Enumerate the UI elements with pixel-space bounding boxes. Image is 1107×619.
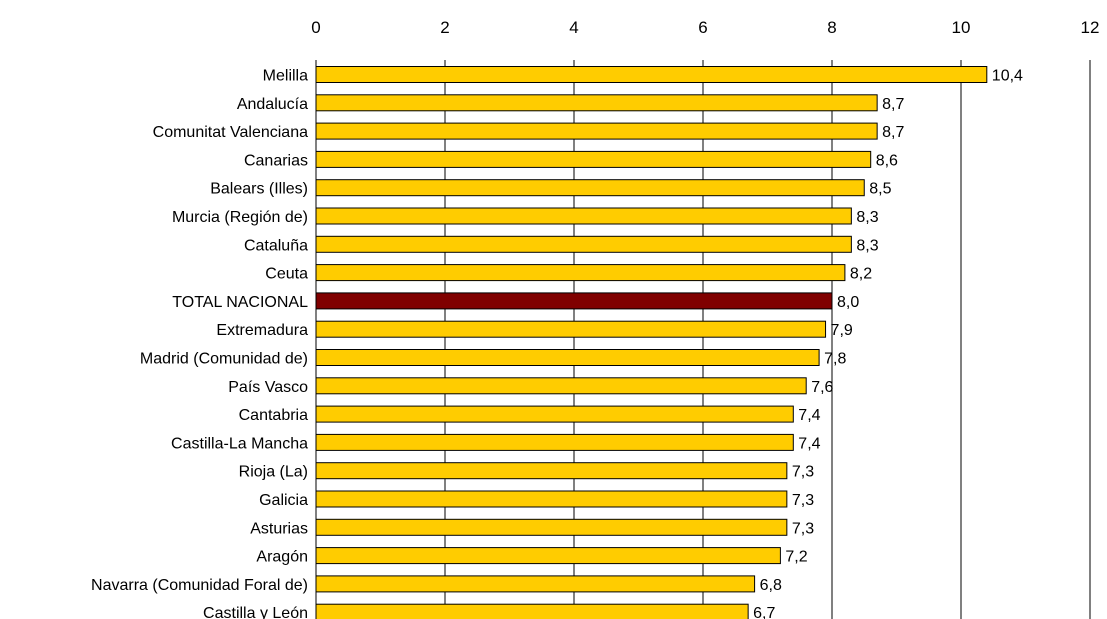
x-tick-label-6: 6 [698, 18, 707, 37]
category-label-6: Cataluña [244, 237, 308, 254]
value-label-8: 8,0 [837, 294, 859, 311]
x-tick-label-0: 0 [311, 18, 320, 37]
category-label-17: Aragón [256, 549, 308, 566]
bar-10 [315, 349, 820, 366]
category-label-12: Cantabria [239, 407, 308, 424]
category-label-7: Ceuta [265, 266, 308, 283]
value-label-4: 8,5 [869, 181, 891, 198]
x-tick-label-8: 8 [827, 18, 836, 37]
value-label-14: 7,3 [792, 464, 814, 481]
category-label-18: Navarra (Comunidad Foral de) [91, 577, 308, 594]
value-label-17: 7,2 [785, 549, 807, 566]
bar-11 [315, 377, 807, 395]
category-label-4: Balears (Illes) [210, 181, 308, 198]
category-labels: Melilla Andalucía Comunitat Valenciana Cana… [91, 68, 308, 619]
x-tick-label-10: 10 [952, 18, 971, 37]
value-label-13: 7,4 [798, 435, 820, 452]
category-label-15: Galicia [259, 492, 308, 509]
value-label-15: 7,3 [792, 492, 814, 509]
category-label-8: TOTAL NACIONAL [172, 294, 308, 311]
value-label-3: 8,6 [876, 152, 898, 169]
bar-7 [315, 264, 846, 282]
bar-16 [315, 518, 788, 536]
value-labels: 10,4 8,7 8,7 8,6 8,5 8,3 8,3 8,2 8,0 7,9 7,8 7,6 7,4… [753, 68, 1023, 619]
category-label-16: Asturias [250, 520, 308, 537]
bar-0 [315, 66, 988, 83]
category-label-0: Melilla [263, 68, 308, 85]
category-label-1: Andalucía [237, 96, 308, 113]
value-label-7: 8,2 [850, 266, 872, 283]
bar-1 [315, 94, 878, 112]
value-label-16: 7,3 [792, 520, 814, 537]
value-label-5: 8,3 [856, 209, 878, 226]
bar-12 [315, 405, 794, 423]
category-label-19: Castilla y León [203, 605, 308, 619]
value-label-2: 8,7 [882, 124, 904, 141]
value-label-18: 6,8 [760, 577, 782, 594]
x-tick-label-12: 12 [1081, 18, 1100, 37]
x-tick-label-4: 4 [569, 18, 578, 37]
bar-6 [315, 235, 852, 253]
bar-9 [315, 320, 827, 338]
bar-19 [315, 603, 749, 619]
value-label-11: 7,6 [811, 379, 833, 396]
x-axis-ticks: 0 2 4 6 8 10 12 [311, 18, 1099, 37]
bar-3 [315, 150, 872, 168]
bar-17 [315, 547, 781, 565]
bar-5 [315, 207, 852, 225]
bar-4 [315, 179, 865, 197]
category-label-5: Murcia (Región de) [172, 209, 308, 226]
value-label-19: 6,7 [753, 605, 775, 619]
x-tick-label-2: 2 [440, 18, 449, 37]
bar-2 [315, 122, 878, 140]
value-label-0: 10,4 [992, 68, 1023, 85]
category-label-9: Extremadura [216, 322, 308, 339]
bar-13 [315, 433, 794, 451]
value-label-1: 8,7 [882, 96, 904, 113]
value-label-12: 7,4 [798, 407, 820, 424]
category-label-3: Canarias [244, 152, 308, 169]
bar-15 [315, 490, 788, 508]
bar-14 [315, 462, 788, 480]
category-label-13: Castilla-La Mancha [171, 435, 308, 452]
category-label-2: Comunitat Valenciana [153, 124, 308, 141]
category-label-11: País Vasco [228, 379, 308, 396]
value-label-9: 7,9 [831, 322, 853, 339]
bars [315, 66, 988, 619]
category-label-10: Madrid (Comunidad de) [140, 351, 308, 368]
bar-8 [315, 292, 833, 310]
bar-18 [315, 575, 756, 593]
value-label-10: 7,8 [824, 351, 846, 368]
value-label-6: 8,3 [856, 237, 878, 254]
category-label-14: Rioja (La) [239, 464, 308, 481]
